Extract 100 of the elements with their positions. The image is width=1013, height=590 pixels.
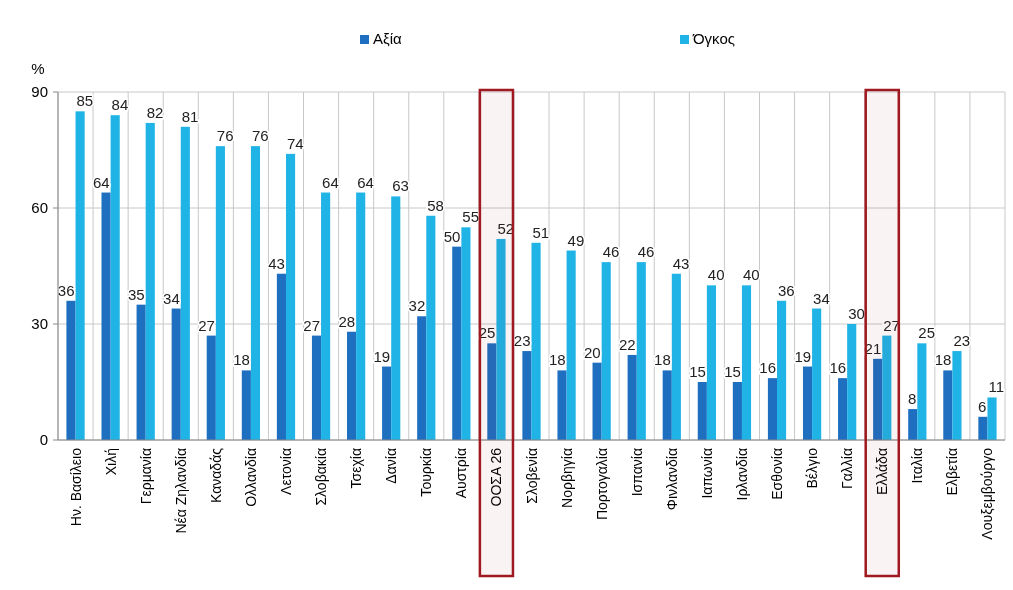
data-label: 46 [602,243,620,261]
data-label: 76 [216,127,234,145]
data-label: 82 [146,103,164,121]
bar [952,351,962,440]
y-tick-label: 0 [39,431,48,448]
bar [873,358,883,440]
x-tick-label: Τουρκία [418,448,435,497]
bar [461,227,471,440]
data-label: 40 [707,266,725,284]
data-label: 36 [778,281,795,299]
data-label: 64 [357,173,374,191]
bar [215,146,225,440]
legend-label: Αξία [373,30,403,47]
bar [487,343,497,440]
bar [101,192,111,440]
data-label: 23 [513,332,531,350]
y-tick-label: 60 [31,199,48,216]
bar [838,378,848,440]
bar [917,343,927,440]
bar [241,370,251,440]
y-tick-label: 30 [31,315,48,332]
x-tick-label: Ελβετία [944,448,961,496]
data-label: 15 [689,363,706,380]
bar [426,215,436,440]
bar [391,196,401,440]
bar [285,153,296,440]
data-label: 32 [408,297,426,315]
data-label: 18 [934,351,952,369]
data-label: 84 [111,96,129,114]
bar [627,354,637,440]
bar [171,308,181,440]
x-tick-label: Εσθονία [769,448,786,500]
data-label: 11 [988,378,1005,396]
bar [601,262,611,440]
data-label: 27 [883,316,900,334]
data-label: 81 [181,107,199,125]
bar [592,362,602,440]
bar [496,238,506,440]
bar [382,366,392,440]
data-label: 50 [443,227,461,245]
data-label: 55 [462,208,480,226]
bar [847,324,857,440]
data-label: 15 [724,363,741,380]
bar [777,300,787,440]
data-label: 63 [392,177,409,195]
bar [636,262,646,440]
bar [697,382,707,440]
x-tick-label: Ιαπωνία [698,448,715,499]
x-tick-label: Ολλανδία [242,448,259,507]
x-tick-label: Λουξεμβούργο [979,447,996,540]
data-label: 28 [338,312,356,330]
data-label: 27 [303,316,321,334]
y-tick-label: 90 [31,83,48,100]
bar [206,335,216,440]
data-label: 18 [654,351,671,369]
x-tick-label: Χιλή [102,448,119,476]
data-label: 25 [918,324,935,342]
bar [321,192,331,440]
bar [662,370,672,440]
data-label: 58 [427,196,444,214]
x-tick-label: Λετονία [277,448,294,495]
data-label: 23 [953,332,971,350]
data-label: 64 [92,173,110,191]
x-tick-label: Βέλγιο [804,447,821,489]
data-label: 16 [759,359,777,377]
bar [741,285,752,440]
data-label: 22 [619,335,636,353]
x-tick-label: Καναδάς [207,447,224,503]
bar [347,331,357,440]
x-tick-label: Σλοβενία [523,448,540,504]
data-label: 49 [567,231,585,249]
bar [417,316,427,440]
x-tick-label: Ισπανία [628,448,645,497]
bar [75,111,85,440]
x-tick-label: Πορτογαλία [593,448,610,521]
data-label: 64 [322,173,339,191]
data-label: 19 [373,347,391,365]
bar [943,370,953,440]
data-label: 40 [742,266,760,284]
bar [802,366,813,440]
bar [311,335,322,440]
data-label: 18 [548,351,566,369]
x-tick-label: Ελλάδα [874,448,891,496]
bar [66,300,76,440]
data-label: 27 [198,316,215,334]
data-label: 8 [907,390,917,408]
data-label: 43 [268,254,285,272]
bar [557,370,567,440]
x-tick-label: Δανία [383,448,400,484]
data-label: 34 [813,289,830,307]
bar [250,146,261,440]
data-label: 34 [163,289,180,307]
data-label: 46 [637,243,655,261]
bar [145,122,155,440]
bar [522,351,532,440]
x-tick-label: Γερμανία [137,448,154,505]
bar [180,126,190,440]
bar [706,285,716,440]
bar [767,378,778,440]
bar [908,409,918,440]
